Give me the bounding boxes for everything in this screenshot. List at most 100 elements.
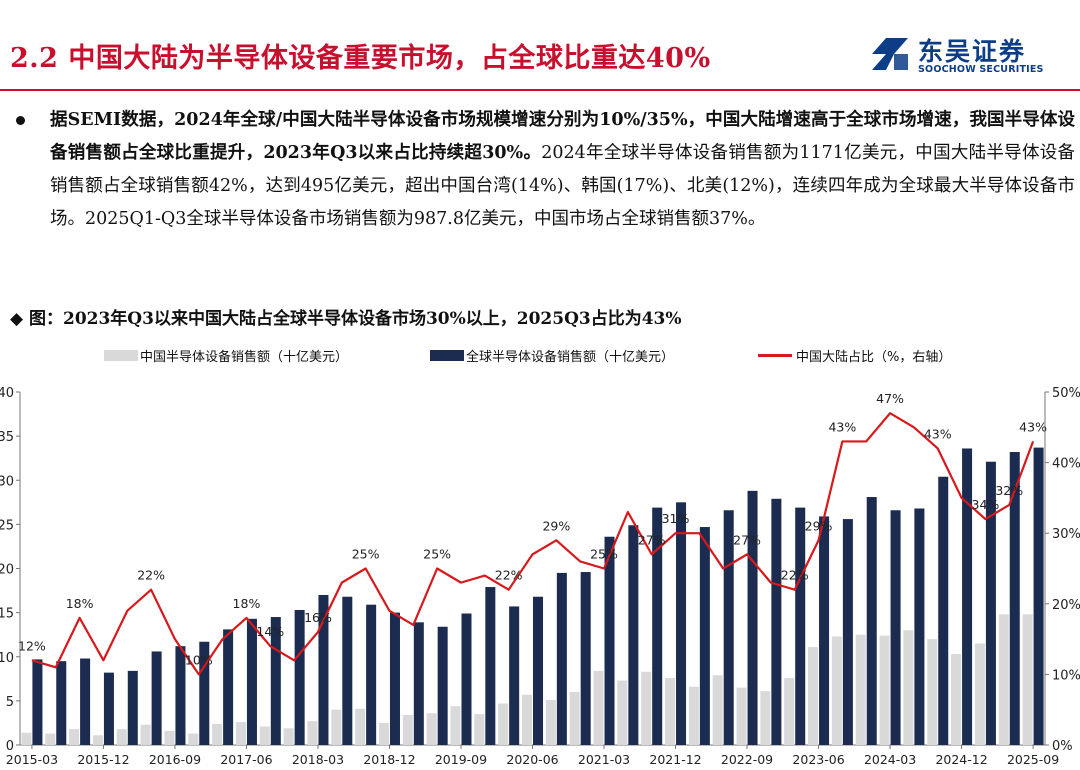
share-data-label: 43% [1019, 419, 1047, 434]
global-sales-bar [962, 448, 973, 745]
summary-bold-text: 据SEMI数据，2024年全球/中国大陆半导体设备市场规模增速分别为10%/35… [50, 110, 1075, 163]
share-data-label: 22% [137, 568, 165, 583]
china-sales-bar [784, 677, 795, 745]
global-sales-bar [652, 507, 663, 745]
global-sales-bar [676, 502, 687, 745]
global-sales-bar [151, 651, 162, 745]
legend-label-share: 中国大陆占比（%，右轴） [796, 350, 952, 365]
header-divider [0, 89, 1080, 91]
global-sales-bar [175, 646, 186, 745]
china-sales-bar [974, 643, 985, 745]
global-sales-bar [985, 461, 996, 745]
global-sales-bar [461, 613, 472, 745]
china-sales-bar [69, 729, 80, 745]
left-axis-tick-label: 40 [0, 386, 14, 401]
x-axis-tick-label: 2018-03 [292, 752, 344, 767]
china-sales-bar [855, 634, 866, 745]
china-sales-bar [808, 647, 819, 745]
china-sales-bar [45, 733, 56, 745]
china-sales-bar [116, 729, 127, 745]
china-sales-bar [545, 699, 556, 745]
figure-title: ◆ 图：2023年Q3以来中国大陆占全球半导体设备市场30%以上，2025Q3占… [10, 309, 682, 329]
china-sales-bar [283, 728, 294, 745]
x-axis-tick-label: 2021-03 [578, 752, 630, 767]
right-axis-tick-label: 0% [1052, 739, 1073, 754]
share-data-label: 25% [423, 547, 451, 562]
global-sales-bar [389, 612, 400, 745]
china-sales-bar [307, 721, 318, 745]
china-sales-bar [641, 671, 652, 745]
global-sales-bar [127, 670, 138, 745]
global-sales-bar [938, 476, 949, 745]
global-sales-bar [580, 572, 591, 745]
china-sales-bar [426, 713, 437, 745]
page-title: 2.2 中国大陆为半导体设备重要市场，占全球比重达40% [10, 43, 711, 74]
global-sales-bar [628, 525, 639, 745]
x-axis-tick-label: 2015-03 [6, 752, 58, 767]
global-sales-bar [246, 618, 257, 745]
share-data-label: 25% [352, 547, 380, 562]
global-sales-bar [604, 536, 615, 745]
share-data-label: 25% [590, 547, 618, 562]
bullet-icon [16, 116, 25, 125]
share-data-label: 32% [995, 483, 1023, 498]
x-axis-tick-label: 2020-06 [506, 752, 558, 767]
china-sales-bar [212, 723, 223, 745]
global-sales-bar [723, 510, 734, 745]
china-sales-bar [355, 708, 366, 745]
global-sales-bar [80, 658, 91, 745]
china-sales-bar [521, 694, 532, 745]
china-sales-bar [569, 692, 580, 745]
global-sales-bar [771, 498, 782, 745]
china-sales-bar [21, 732, 32, 745]
global-sales-bar [223, 629, 234, 745]
logo-chinese-name: 东吴证券 [918, 37, 1027, 66]
right-axis-tick-label: 40% [1052, 457, 1080, 472]
share-data-label: 27% [638, 532, 666, 547]
right-axis-tick-label: 20% [1052, 598, 1080, 613]
logo-english-name: SOOCHOW SECURITIES [918, 64, 1044, 75]
left-axis-tick-label: 10 [0, 651, 14, 666]
china-sales-bar [235, 722, 246, 745]
china-sales-bar [474, 714, 485, 745]
share-data-label: 22% [781, 568, 809, 583]
share-data-label: 43% [924, 426, 952, 441]
china-sales-bar [712, 675, 723, 745]
share-data-label: 18% [233, 596, 261, 611]
global-sales-bar [270, 617, 281, 745]
soochow-logo-icon [872, 38, 908, 70]
left-axis-tick-label: 5 [6, 695, 14, 710]
left-axis-tick-label: 35 [0, 430, 14, 445]
china-sales-bar [903, 630, 914, 745]
global-sales-bar [342, 596, 353, 745]
share-data-label: 34% [972, 497, 1000, 512]
legend-label-global: 全球半导体设备销售额（十亿美元） [466, 350, 675, 365]
china-sales-bar [593, 670, 604, 745]
right-axis-tick-label: 10% [1052, 668, 1080, 683]
x-axis-tick-label: 2022-09 [721, 752, 773, 767]
legend-swatch-global [430, 350, 464, 361]
china-sales-bar [760, 691, 771, 745]
legend-item-share: 中国大陆占比（%，右轴） [758, 346, 951, 365]
global-sales-bar [413, 622, 424, 745]
global-sales-bar [1009, 452, 1020, 745]
global-sales-bar [556, 572, 567, 745]
global-sales-bar [890, 510, 901, 745]
share-data-label: 12% [18, 638, 46, 653]
china-sales-bar [831, 636, 842, 745]
x-axis-tick-label: 2021-12 [649, 752, 701, 767]
global-sales-bar [866, 497, 877, 745]
left-axis-tick-label: 30 [0, 474, 14, 489]
global-sales-bar [747, 490, 758, 745]
global-sales-bar [485, 587, 496, 745]
global-sales-bar [533, 596, 544, 745]
china-sales-bar [259, 726, 270, 745]
left-axis-tick-label: 20 [0, 563, 14, 578]
china-sales-bar [998, 614, 1009, 745]
x-axis-tick-label: 2016-09 [149, 752, 201, 767]
global-sales-bar [56, 661, 67, 745]
x-axis-tick-label: 2023-06 [792, 752, 844, 767]
global-sales-bar [699, 527, 710, 745]
share-data-label: 27% [733, 532, 761, 547]
china-sales-bar [665, 677, 676, 745]
